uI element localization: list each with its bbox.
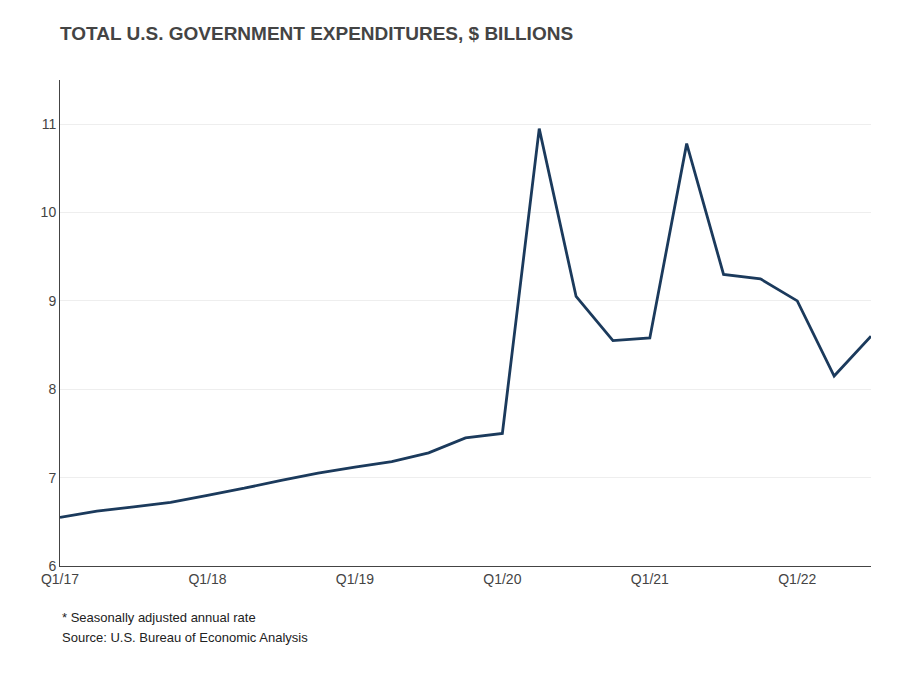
svg-text:11: 11	[42, 116, 57, 132]
svg-text:* Seasonally adjusted annual r: * Seasonally adjusted annual rate	[62, 610, 256, 625]
svg-text:7: 7	[48, 470, 56, 486]
svg-text:TOTAL U.S. GOVERNMENT EXPENDIT: TOTAL U.S. GOVERNMENT EXPENDITURES, $ BI…	[60, 23, 573, 44]
svg-text:Q1/20: Q1/20	[483, 571, 521, 587]
svg-text:Q1/17: Q1/17	[41, 571, 79, 587]
svg-text:10: 10	[41, 204, 57, 220]
svg-text:Source: U.S. Bureau of Economi: Source: U.S. Bureau of Economic Analysis	[62, 630, 308, 645]
svg-text:Q1/19: Q1/19	[336, 571, 374, 587]
svg-text:8: 8	[48, 381, 56, 397]
svg-text:Q1/18: Q1/18	[188, 571, 226, 587]
svg-text:Q1/22: Q1/22	[778, 571, 816, 587]
svg-text:9: 9	[48, 293, 56, 309]
svg-text:Q1/21: Q1/21	[631, 571, 669, 587]
svg-text:6: 6	[48, 558, 56, 574]
